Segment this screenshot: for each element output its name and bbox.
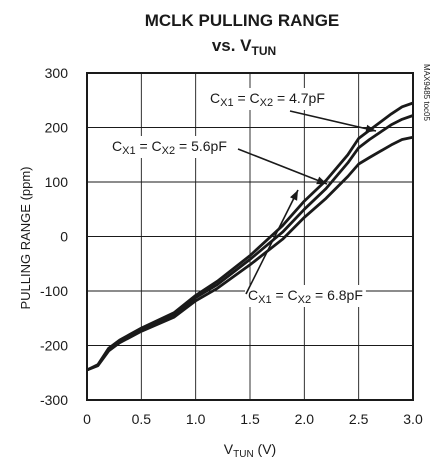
annotation-background xyxy=(109,136,230,158)
x-tick-label: 2.5 xyxy=(349,411,369,427)
y-axis-label: PULLING RANGE (ppm) xyxy=(18,166,33,309)
annotation-label: CX1 = CX2 = 5.6pF xyxy=(112,138,227,157)
x-tick-label: 3.0 xyxy=(403,411,423,427)
plot-frame xyxy=(86,72,414,401)
y-tick-label: -300 xyxy=(40,392,68,408)
y-tick-label: 0 xyxy=(60,229,68,245)
watermark: MAX9485 toc05 xyxy=(422,64,431,121)
y-tick-label: 200 xyxy=(45,120,69,136)
x-tick-label: 1.5 xyxy=(240,411,260,427)
x-tick-label: 0 xyxy=(83,411,91,427)
annotation-arrowhead xyxy=(365,124,376,133)
x-axis-label: VTUN (V) xyxy=(224,441,276,460)
chart-title: MCLK PULLING RANGE xyxy=(145,11,340,30)
annotation-leader-line xyxy=(245,189,299,295)
annotation-label: CX1 = CX2 = 4.7pF xyxy=(210,90,325,109)
annotation-arrowhead xyxy=(316,176,327,185)
y-tick-label: -200 xyxy=(40,338,68,354)
chart-subtitle: vs. VTUN xyxy=(212,36,276,58)
annotation-arrowhead xyxy=(290,190,298,201)
x-tick-label: 2.0 xyxy=(295,411,315,427)
annotation-label: CX1 = CX2 = 6.8pF xyxy=(248,287,363,306)
x-tick-label: 1.0 xyxy=(186,411,206,427)
x-tick-label: 0.5 xyxy=(132,411,152,427)
y-tick-label: 100 xyxy=(45,174,69,190)
y-tick-label: 300 xyxy=(45,65,69,81)
annotation-leader-line xyxy=(237,148,328,185)
annotation-background xyxy=(207,88,328,110)
annotation-background xyxy=(245,285,366,307)
y-tick-label: -100 xyxy=(40,283,68,299)
annotation-leader-line xyxy=(289,110,377,132)
